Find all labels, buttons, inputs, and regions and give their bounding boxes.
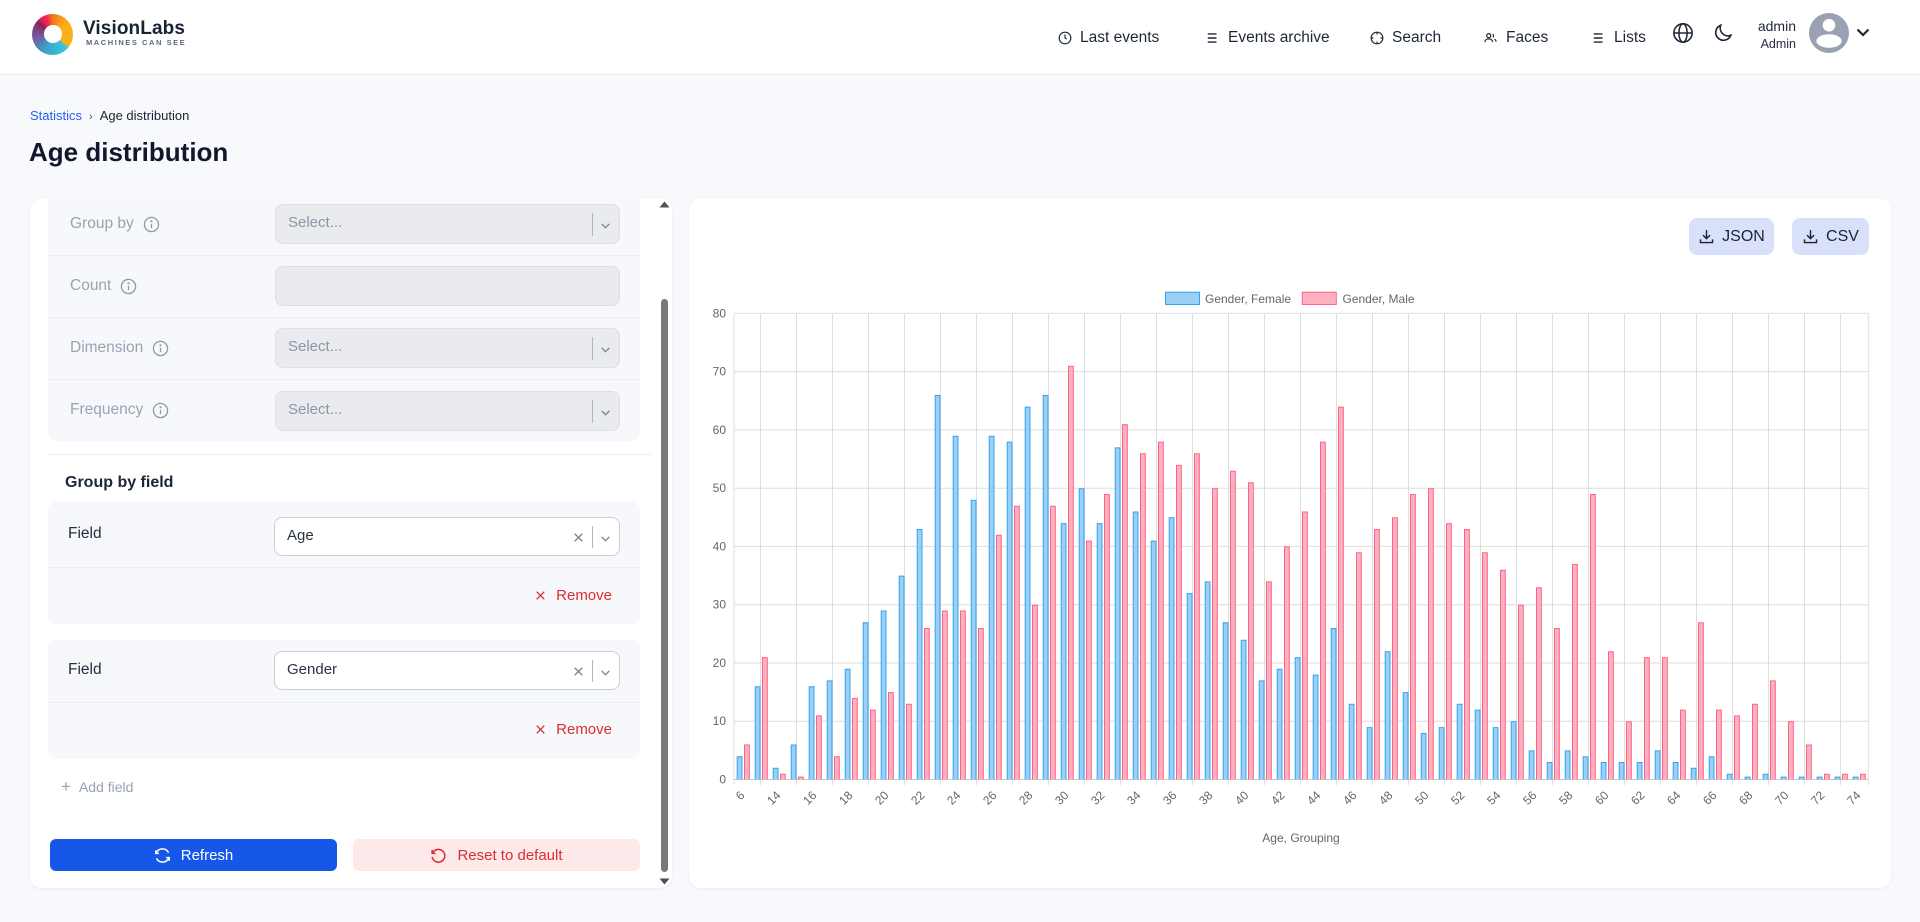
- svg-text:14: 14: [764, 788, 784, 808]
- svg-text:16: 16: [800, 788, 820, 808]
- svg-text:32: 32: [1088, 788, 1108, 808]
- svg-text:18: 18: [836, 788, 856, 808]
- svg-text:70: 70: [1772, 788, 1792, 808]
- svg-text:74: 74: [1844, 788, 1864, 808]
- svg-text:72: 72: [1808, 788, 1828, 808]
- svg-text:44: 44: [1304, 788, 1324, 808]
- svg-text:70: 70: [713, 365, 727, 379]
- svg-text:20: 20: [713, 656, 727, 670]
- svg-text:56: 56: [1520, 788, 1540, 808]
- svg-text:24: 24: [944, 788, 964, 808]
- svg-text:30: 30: [1052, 788, 1072, 808]
- svg-text:34: 34: [1124, 788, 1144, 808]
- svg-text:46: 46: [1340, 788, 1360, 808]
- svg-text:50: 50: [1412, 788, 1432, 808]
- svg-text:Gender, Female: Gender, Female: [1205, 292, 1291, 306]
- svg-text:68: 68: [1736, 788, 1756, 808]
- svg-text:48: 48: [1376, 788, 1396, 808]
- svg-text:10: 10: [713, 714, 727, 728]
- svg-text:36: 36: [1160, 788, 1180, 808]
- svg-text:26: 26: [980, 788, 1000, 808]
- svg-text:58: 58: [1556, 788, 1576, 808]
- svg-text:52: 52: [1448, 788, 1468, 808]
- svg-text:50: 50: [713, 481, 727, 495]
- svg-text:20: 20: [872, 788, 892, 808]
- svg-text:40: 40: [713, 539, 727, 553]
- svg-text:60: 60: [1592, 788, 1612, 808]
- svg-text:54: 54: [1484, 788, 1504, 808]
- svg-text:28: 28: [1016, 788, 1036, 808]
- svg-text:0: 0: [719, 773, 726, 787]
- svg-text:30: 30: [713, 598, 727, 612]
- svg-text:62: 62: [1628, 788, 1648, 808]
- svg-text:64: 64: [1664, 788, 1684, 808]
- svg-text:60: 60: [713, 423, 727, 437]
- svg-text:42: 42: [1268, 788, 1288, 808]
- svg-text:38: 38: [1196, 788, 1216, 808]
- svg-text:6: 6: [733, 788, 748, 803]
- svg-text:Gender, Male: Gender, Male: [1343, 292, 1415, 306]
- svg-text:66: 66: [1700, 788, 1720, 808]
- svg-text:80: 80: [713, 306, 727, 320]
- svg-text:Age, Grouping: Age, Grouping: [1262, 831, 1339, 845]
- svg-text:22: 22: [908, 788, 928, 808]
- svg-text:40: 40: [1232, 788, 1252, 808]
